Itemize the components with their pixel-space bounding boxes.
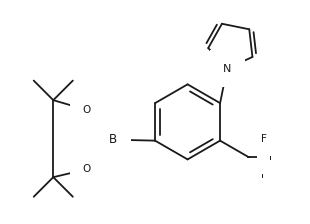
Text: O: O <box>83 164 91 174</box>
Text: F: F <box>261 134 267 144</box>
Text: B: B <box>108 133 117 146</box>
Text: F: F <box>269 152 275 162</box>
Text: N: N <box>223 64 231 73</box>
Text: O: O <box>83 105 91 115</box>
Text: F: F <box>261 170 267 180</box>
